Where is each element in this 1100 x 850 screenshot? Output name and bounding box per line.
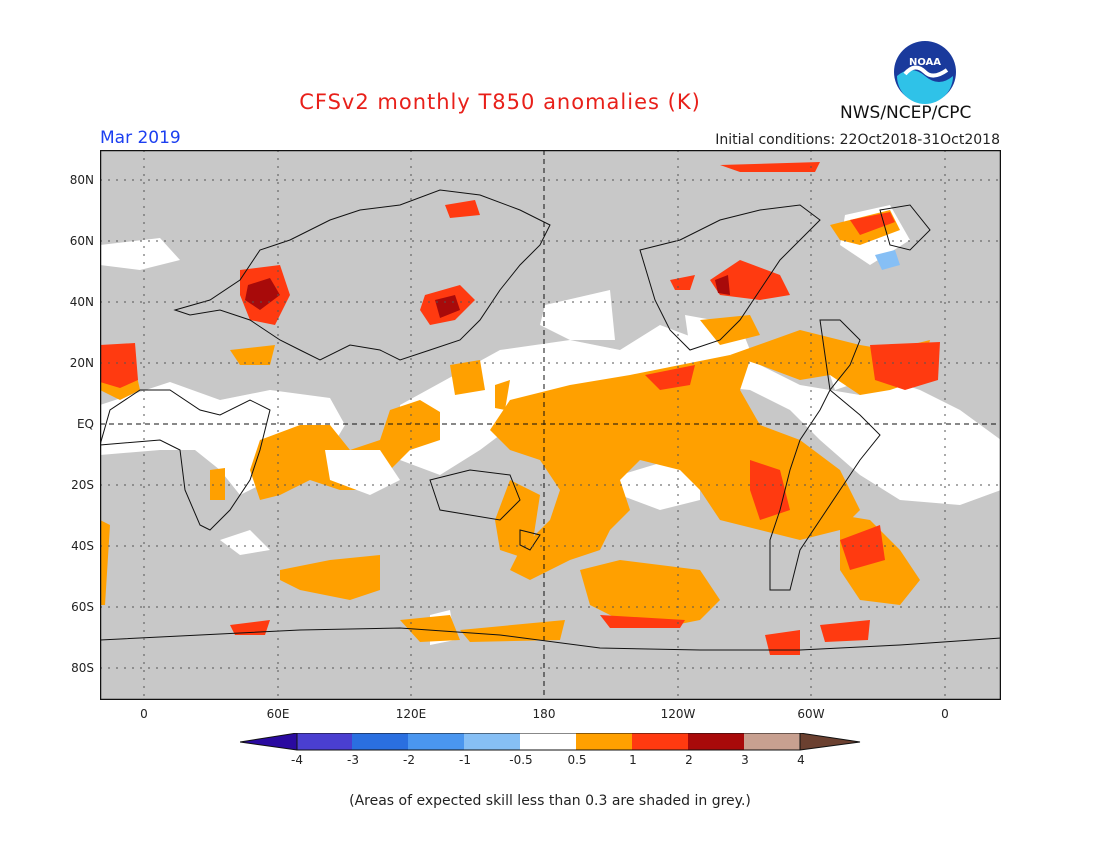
map-frame <box>100 150 1001 700</box>
colorbar-bin-9 <box>744 733 800 750</box>
colorbar-bin-4 <box>464 733 520 750</box>
skill-footnote: (Areas of expected skill less than 0.3 a… <box>349 793 751 809</box>
colorbar-label-3: 3 <box>741 753 749 767</box>
lat-label-80s: 80S <box>71 661 94 675</box>
negative-anomaly-regions <box>875 250 900 270</box>
lon-label-0-east: 0 <box>941 707 949 721</box>
colorbar-bin-3 <box>408 733 464 750</box>
coastlines <box>100 189 1001 651</box>
initial-conditions-label: Initial conditions: 22Oct2018-31Oct2018 <box>715 132 1000 148</box>
weak-positive-anomaly-regions <box>100 210 930 642</box>
colorbar-label-minus0-5: -0.5 <box>509 753 533 767</box>
lat-label-40s: 40S <box>71 539 94 553</box>
colorbar-bin-1 <box>297 733 352 750</box>
lat-label-60s: 60S <box>71 600 94 614</box>
lat-label-20s: 20S <box>71 478 94 492</box>
lat-label-60n: 60N <box>69 234 94 248</box>
colorbar-bin-5 <box>520 733 576 750</box>
colorbar-label-4: 4 <box>797 753 805 767</box>
lon-label-0: 0 <box>140 707 148 721</box>
colorbar-label-minus3: -3 <box>347 753 359 767</box>
colorbar-bin-6 <box>576 733 632 750</box>
colorbar <box>240 733 861 751</box>
colorbar-left-arrow <box>240 733 297 750</box>
colorbar-label-2: 2 <box>685 753 693 767</box>
colorbar-bin-2 <box>352 733 408 750</box>
colorbar-bin-8 <box>688 733 744 750</box>
colorbar-label-1: 1 <box>629 753 637 767</box>
map-title: CFSv2 monthly T850 anomalies (K) <box>299 90 701 114</box>
colorbar-label-minus1: -1 <box>459 753 471 767</box>
organization-label: NWS/NCEP/CPC <box>840 103 972 123</box>
colorbar-bin-7 <box>632 733 688 750</box>
lat-label-20n: 20N <box>69 356 94 370</box>
noaa-logo: NOAA <box>894 41 956 104</box>
lat-label-80n: 80N <box>69 173 94 187</box>
lon-label-180: 180 <box>532 707 556 721</box>
lon-label-120e: 120E <box>395 707 427 721</box>
lon-label-120w: 120W <box>660 707 696 721</box>
anomaly-map <box>100 150 1001 700</box>
noaa-logo-text: NOAA <box>909 57 941 68</box>
lat-label-40n: 40N <box>69 295 94 309</box>
target-month-label: Mar 2019 <box>100 128 181 148</box>
lon-label-60w: 60W <box>797 707 825 721</box>
colorbar-label-minus2: -2 <box>403 753 415 767</box>
colorbar-label-minus4: -4 <box>291 753 303 767</box>
colorbar-label-0-5: 0.5 <box>567 753 587 767</box>
lon-label-60e: 60E <box>266 707 290 721</box>
lat-label-eq: EQ <box>76 417 94 431</box>
colorbar-right-arrow <box>800 733 860 750</box>
